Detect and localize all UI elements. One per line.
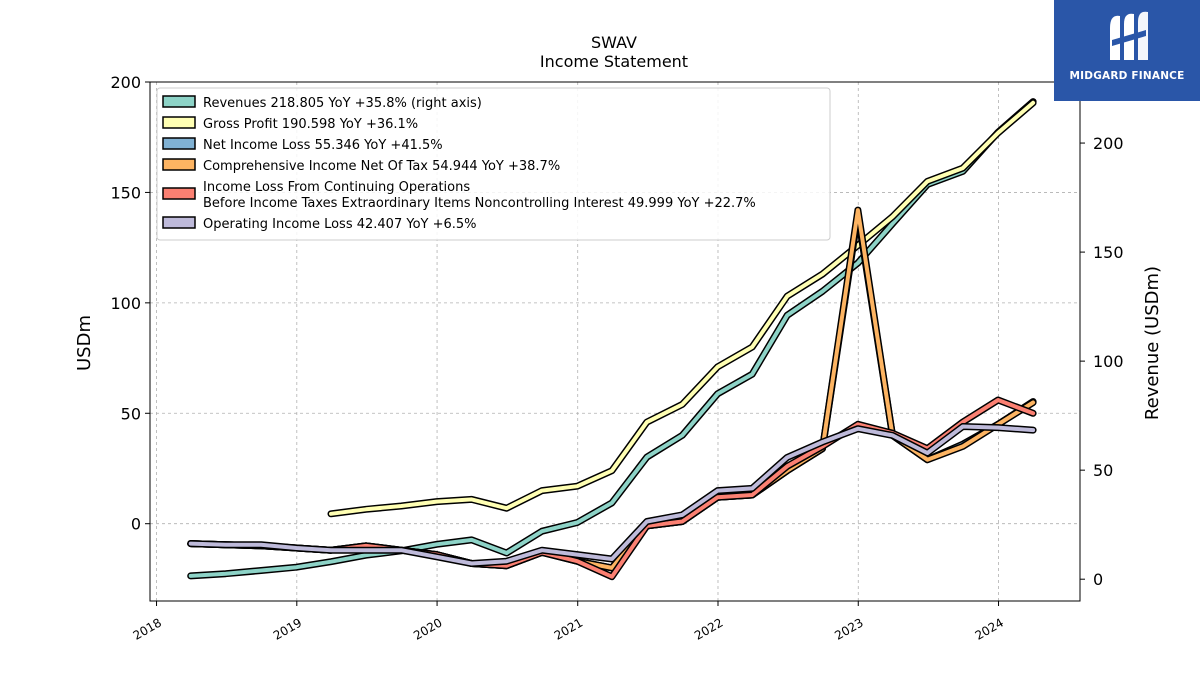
series-line-5	[188, 424, 1036, 566]
series-outline-3	[187, 206, 1037, 572]
x-tick-label: 2023	[832, 615, 865, 642]
legend-swatch	[162, 158, 196, 171]
plot-frame	[149, 81, 1081, 602]
y-tick-label-right: 150	[1093, 243, 1124, 262]
series-layer	[187, 98, 1037, 581]
y-tick-label-right: 0	[1093, 570, 1103, 589]
chart-title: SWAV	[591, 33, 637, 52]
x-tick-label: 2019	[271, 615, 304, 642]
series-line-1	[329, 100, 1036, 516]
brand-name: MIDGARD FINANCE	[1069, 70, 1185, 82]
legend: Revenues 218.805 YoY +35.8% (right axis)…	[156, 87, 831, 241]
legend-label: Revenues 218.805 YoY +35.8% (right axis)	[203, 96, 482, 111]
legend-label: Gross Profit 190.598 YoY +36.1%	[203, 117, 418, 132]
series-line-3	[188, 208, 1036, 570]
legend-label: Income Loss From Continuing Operations	[203, 180, 470, 195]
y-tick-label-left: 150	[110, 183, 141, 202]
legend-label: Net Income Loss 55.346 YoY +41.5%	[203, 138, 443, 153]
brand-logo-mark	[1110, 11, 1148, 60]
x-tick-label: 2022	[692, 615, 725, 642]
y-tick-label-right: 100	[1093, 352, 1124, 371]
legend-swatch	[162, 137, 196, 150]
legend-label: Before Income Taxes Extraordinary Items …	[203, 196, 756, 211]
legend-box	[156, 87, 831, 241]
series-outline-2	[187, 211, 1037, 572]
x-tick-label: 2021	[552, 615, 585, 642]
y-tick-label-left: 0	[131, 515, 141, 534]
y-axis-label-left: USDm	[74, 315, 95, 371]
brand-logo: MIDGARD FINANCE	[1054, 0, 1200, 101]
legend-swatch	[162, 95, 196, 108]
x-tick-label: 2024	[973, 615, 1006, 642]
y-tick-label-left: 50	[121, 404, 141, 423]
legend-swatch	[162, 216, 196, 229]
series-line-0	[188, 99, 1036, 578]
legend-swatch	[162, 187, 196, 200]
y-axis-label-right: Revenue (USDm)	[1142, 266, 1163, 420]
y-tick-label-left: 200	[110, 73, 141, 92]
y-tick-label-right: 200	[1093, 134, 1124, 153]
x-tick-label: 2020	[411, 615, 444, 642]
chart-subtitle: Income Statement	[540, 52, 688, 71]
y-tick-label-left: 100	[110, 294, 141, 313]
y-tick-label-right: 50	[1093, 461, 1113, 480]
legend-swatch	[162, 116, 196, 129]
series-line-2	[188, 212, 1036, 570]
x-tick-label: 2018	[131, 615, 164, 642]
legend-label: Operating Income Loss 42.407 YoY +6.5%	[203, 217, 477, 232]
legend-label: Comprehensive Income Net Of Tax 54.944 Y…	[203, 159, 560, 174]
